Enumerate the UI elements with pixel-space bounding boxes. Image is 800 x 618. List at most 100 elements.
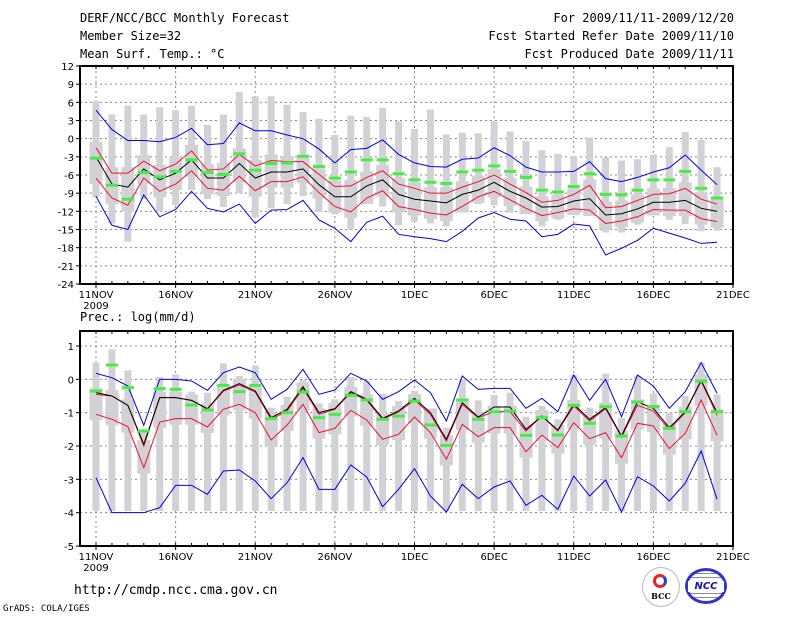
observed-marker	[297, 390, 310, 394]
x-tick-label: 21DEC	[716, 552, 750, 563]
observed-marker	[201, 408, 214, 412]
interquartile-box	[216, 385, 230, 416]
y-tick-label: -5	[64, 542, 74, 553]
observed-marker	[90, 389, 102, 393]
y-tick-label: 6	[68, 98, 74, 109]
range-bar	[299, 112, 307, 197]
x-tick-label: 11DEC	[557, 290, 591, 301]
observed-marker	[488, 164, 501, 168]
y-tick-label: -9	[64, 189, 74, 200]
bcc-logo-swirl-icon	[653, 574, 667, 588]
range-bar	[570, 375, 578, 511]
observed-marker	[297, 154, 310, 158]
variable-label-prec: Prec.: log(mm/d)	[80, 310, 196, 324]
range-bar	[538, 150, 546, 227]
range-bar	[124, 370, 132, 511]
range-bar	[633, 376, 641, 511]
observed-marker	[504, 409, 517, 413]
range-bar	[490, 395, 498, 511]
interquartile-box	[264, 154, 278, 188]
member-size: Member Size=32	[80, 29, 182, 43]
y-tick-label: -24	[58, 280, 74, 291]
observed-marker	[392, 172, 405, 176]
range-bar	[203, 124, 211, 200]
forecast-period: For 2009/11/11-2009/12/20	[553, 11, 734, 25]
observed-marker	[504, 169, 517, 173]
range-bar	[618, 417, 626, 511]
range-bar	[108, 349, 116, 511]
range-bar	[283, 104, 291, 205]
range-bar	[92, 362, 100, 511]
observed-marker	[456, 170, 469, 174]
observed-marker	[567, 403, 580, 407]
range-bar	[411, 128, 418, 222]
variable-label-temp: Mean Surf. Temp.: °C	[80, 47, 225, 61]
interquartile-box	[328, 403, 342, 435]
ncc-logo-text: NCC	[688, 581, 724, 592]
y-tick-label: -18	[58, 244, 74, 255]
range-bar	[299, 380, 307, 511]
interquartile-box	[312, 168, 326, 199]
observed-marker	[615, 434, 628, 438]
observed-marker	[599, 192, 612, 196]
observed-marker	[711, 410, 724, 414]
y-tick-label: -3	[64, 475, 74, 486]
interquartile-box	[153, 391, 167, 428]
x-tick-label: 6DEC	[480, 290, 507, 301]
observed-marker	[599, 405, 612, 409]
observed-marker	[249, 383, 262, 387]
observed-marker	[137, 429, 150, 433]
interquartile-box	[200, 403, 214, 433]
range-bar	[490, 121, 498, 206]
observed-marker	[312, 416, 325, 420]
range-bar	[267, 407, 275, 511]
range-bar	[331, 399, 339, 511]
observed-marker	[711, 196, 724, 200]
y-tick-label: 0	[68, 375, 74, 386]
range-bar	[172, 110, 180, 206]
x-tick-label: 11NOV	[79, 552, 114, 563]
interquartile-box	[296, 382, 310, 411]
interquartile-box	[503, 405, 517, 434]
interquartile-box	[312, 408, 326, 439]
observed-marker	[201, 171, 214, 175]
interquartile-box	[439, 435, 453, 466]
observed-marker	[105, 363, 118, 367]
y-tick-label: 12	[61, 62, 74, 73]
range-bar	[379, 107, 387, 207]
observed-marker	[328, 176, 341, 180]
x-tick-label: 11NOV	[79, 290, 114, 301]
interquartile-box	[376, 164, 390, 197]
range-bar	[649, 154, 657, 212]
range-bar	[442, 427, 450, 511]
bcc-logo-text: BCC	[651, 591, 671, 601]
range-bar	[697, 362, 705, 511]
observed-marker	[551, 433, 564, 437]
range-bar	[474, 400, 482, 511]
interquartile-box	[662, 423, 676, 455]
range-bar	[379, 393, 387, 511]
range-bar	[506, 392, 514, 511]
started-date: Fcst Started Refer Date 2009/11/10	[488, 29, 734, 43]
observed-marker	[217, 172, 230, 176]
y-tick-label: -2	[64, 442, 74, 453]
interquartile-box	[694, 375, 708, 406]
range-bar	[554, 153, 562, 220]
observed-marker	[408, 399, 421, 403]
range-bar	[156, 107, 164, 212]
observed-marker	[551, 190, 564, 194]
interquartile-box	[503, 178, 517, 206]
observed-marker	[663, 178, 676, 182]
url-link[interactable]: http://cmdp.ncc.cma.gov.cn	[74, 583, 278, 598]
y-tick-label: -15	[58, 226, 74, 237]
interquartile-box	[615, 431, 629, 464]
range-bar	[347, 377, 355, 511]
observed-marker	[249, 168, 262, 172]
observed-marker	[105, 183, 118, 187]
range-bar	[618, 160, 626, 233]
range-bar	[681, 396, 689, 511]
observed-marker	[631, 400, 644, 404]
interquartile-box	[423, 187, 437, 220]
observed-marker	[281, 411, 294, 415]
observed-marker	[90, 156, 102, 160]
